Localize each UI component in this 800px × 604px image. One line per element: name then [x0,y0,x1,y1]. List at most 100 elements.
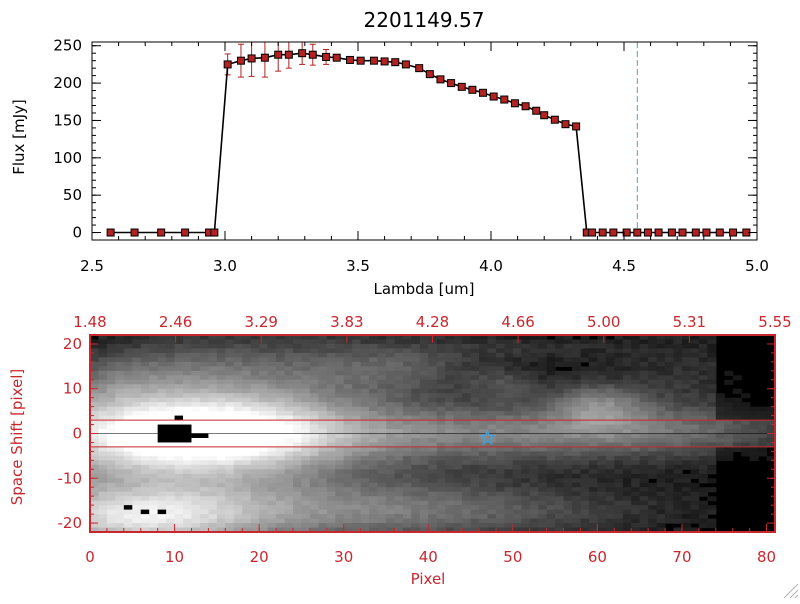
heatmap-cell [106,370,116,376]
heatmap-cell [191,478,201,484]
heatmap-cell [174,352,184,358]
heatmap-cell [419,366,429,372]
heatmap-cell [267,482,277,488]
heatmap-cell [580,491,590,497]
heatmap-cell [157,361,167,367]
heatmap-cell [259,491,269,497]
heatmap-cell [267,518,277,524]
heatmap-cell [487,420,497,426]
heatmap-cell [681,411,692,417]
heatmap-cell [352,478,362,484]
heatmap-cell [453,343,463,350]
heatmap-cell [326,379,336,385]
heatmap-cell [698,420,708,426]
heatmap-cell [521,442,531,448]
heatmap-cell [597,487,607,493]
heatmap-cell [132,455,142,461]
heatmap-cell [445,415,455,421]
heatmap-cell [123,352,133,358]
heatmap-cell [538,523,548,529]
heatmap-cell [614,509,624,515]
heatmap-cell [276,348,286,354]
heatmap-cell [166,343,176,350]
heatmap-cell [149,496,159,502]
heatmap-cell [656,460,666,466]
heatmap-cell [343,473,353,479]
heatmap-cell [428,384,438,390]
heatmap-cell [259,388,269,394]
heatmap-cell [445,411,455,417]
heatmap-cell [123,406,133,412]
heatmap-cell [174,343,184,350]
heatmap-cell [191,379,201,385]
heatmap-cell [123,518,133,524]
heatmap-cell [326,473,336,479]
heatmap-cell [698,370,708,376]
heatmap-cell [563,464,573,470]
heatmap-cell [123,509,133,515]
heatmap-cell [326,433,336,439]
heatmap-cell [597,420,607,426]
heatmap-cell [428,352,438,358]
heatmap-cell [597,523,607,529]
heatmap-cell [166,388,176,394]
heatmap-cell [445,357,455,363]
heatmap-cell [191,451,201,457]
heatmap-cell [90,442,100,448]
heatmap-cell [352,437,362,444]
heatmap-cell [538,420,548,426]
heatmap-cell [360,343,370,350]
heatmap-cell [166,361,176,367]
heatmap-cell [352,527,362,533]
heatmap-cell [538,402,548,408]
heatmap-cell [639,388,649,394]
heatmap-cell [656,357,666,363]
heatmap-cell [495,339,505,345]
heatmap-cell [352,343,362,350]
heatmap-cell [588,446,599,453]
heatmap-cell [411,411,421,417]
heatmap-cell [698,505,708,511]
heatmap-cell [580,437,590,444]
heatmap-cell [123,460,133,466]
heatmap-cell [512,357,522,363]
heatmap-cell [250,482,260,488]
data-point [380,57,389,66]
heatmap-cell [512,451,522,457]
heatmap-cell [183,361,193,367]
heatmap-cell [216,375,226,381]
heatmap-cell [479,375,489,381]
heatmap-cell [166,523,176,529]
heatmap-cell [538,384,548,390]
heatmap-cell [681,518,692,524]
heatmap-cell [292,397,303,403]
heatmap-cell [216,460,226,466]
heatmap-cell [681,496,692,502]
heatmap-cell [199,357,209,363]
heatmap-cell [690,433,700,439]
heatmap-cell [90,500,100,506]
heatmap-cell [648,361,658,367]
heatmap-cell [276,505,286,511]
heatmap-cell [656,429,666,435]
heatmap-cell [546,388,556,394]
heatmap-cell [445,370,455,376]
heatmap-cell [250,496,260,502]
heatmap-cell [394,393,404,399]
heatmap-cell [343,433,353,439]
heatmap-cell [157,473,167,479]
heatmap-cell [622,455,632,461]
heatmap-cell [521,415,531,421]
heatmap-cell [436,429,446,435]
heatmap-cell [360,424,370,430]
heatmap-cell [597,424,607,430]
heatmap-cell [656,478,666,484]
heatmap-cell [479,523,489,529]
heatmap-cell [597,335,607,341]
data-point [609,228,618,237]
resize-grip-icon[interactable] [783,583,799,599]
heatmap-cell [512,335,522,341]
heatmap-cell [681,420,692,426]
heatmap-cell [419,491,429,497]
heatmap-cell [174,357,184,363]
